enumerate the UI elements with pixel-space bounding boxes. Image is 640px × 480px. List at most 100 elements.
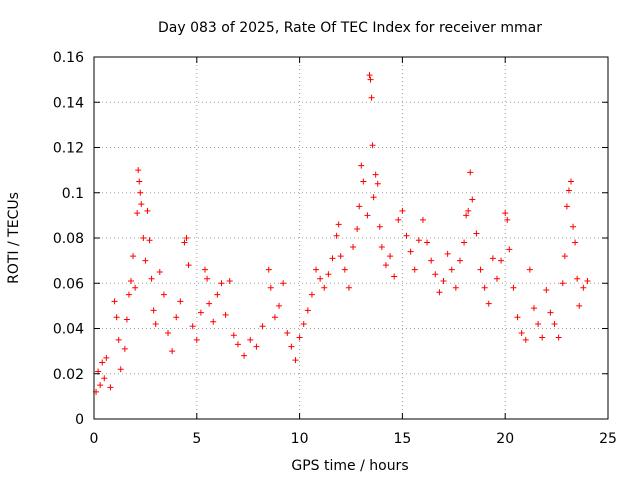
data-point: [440, 277, 447, 284]
data-point: [325, 271, 332, 278]
data-point: [407, 248, 414, 255]
data-point: [253, 343, 260, 350]
y-tick-label: 0.02: [53, 367, 84, 383]
x-tick-label: 15: [393, 431, 411, 447]
data-point: [580, 284, 587, 291]
y-axis-title: ROTI / TECUs: [6, 192, 22, 284]
data-point: [522, 336, 529, 343]
data-point: [518, 330, 525, 337]
data-point: [152, 320, 159, 327]
data-point: [160, 291, 167, 298]
data-point: [374, 180, 381, 187]
y-tick-label: 0.06: [53, 276, 84, 292]
data-point: [218, 280, 225, 287]
data-point: [113, 314, 120, 321]
data-point: [103, 354, 110, 361]
data-point: [135, 167, 142, 174]
data-point: [276, 302, 283, 309]
data-point: [206, 300, 213, 307]
data-point: [510, 284, 517, 291]
x-tick-label: 25: [599, 431, 617, 447]
data-point: [183, 235, 190, 241]
data-point: [551, 320, 558, 327]
data-point: [115, 336, 122, 343]
data-point: [428, 257, 435, 264]
data-point: [214, 291, 221, 298]
data-point: [165, 330, 172, 337]
data-point: [288, 343, 295, 350]
data-point: [567, 178, 574, 185]
data-point: [391, 273, 398, 280]
data-point: [506, 246, 513, 253]
data-point: [561, 253, 568, 260]
data-point: [419, 216, 426, 223]
data-point: [265, 266, 272, 273]
y-tick-label: 0: [75, 412, 84, 428]
data-point: [134, 210, 141, 217]
data-point: [142, 257, 149, 264]
data-point: [137, 189, 144, 196]
data-point: [432, 271, 439, 278]
data-point: [576, 302, 583, 309]
data-point: [547, 309, 554, 316]
data-point: [473, 230, 480, 237]
data-point: [584, 277, 591, 284]
data-point: [364, 212, 371, 219]
data-point: [204, 275, 211, 282]
data-point: [448, 266, 455, 273]
data-point: [284, 330, 291, 337]
data-point: [101, 375, 108, 382]
data-point: [368, 94, 375, 101]
data-point: [436, 289, 443, 296]
data-point: [117, 366, 124, 373]
data-point: [399, 207, 406, 214]
data-point: [372, 171, 379, 178]
data-point: [317, 275, 324, 282]
data-point: [111, 298, 118, 305]
data-point: [107, 384, 114, 391]
data-point: [574, 275, 581, 282]
data-point: [461, 239, 468, 246]
data-point: [333, 232, 340, 239]
data-point: [121, 345, 128, 352]
data-point: [489, 255, 496, 262]
data-point: [123, 316, 130, 323]
data-point: [156, 268, 163, 275]
data-point: [367, 76, 374, 83]
data-point: [97, 382, 104, 389]
data-point: [411, 266, 418, 273]
data-point: [144, 207, 151, 214]
data-point: [181, 239, 188, 246]
data-point: [424, 239, 431, 246]
data-point: [241, 352, 248, 359]
y-axis-ticks: 0 0.02 0.04 0.06 0.08 0.1 0.12 0.14 0.16: [53, 50, 608, 428]
x-tick-label: 10: [291, 431, 309, 447]
data-point: [128, 277, 135, 284]
data-point: [376, 223, 383, 230]
data-point: [498, 257, 505, 264]
data-point: [467, 169, 474, 176]
data-point: [169, 348, 176, 355]
data-point: [138, 201, 145, 208]
data-point: [148, 275, 155, 282]
x-tick-label: 5: [192, 431, 201, 447]
data-point: [530, 305, 537, 312]
y-tick-label: 0.12: [53, 141, 84, 157]
data-point: [308, 291, 315, 298]
data-point: [296, 334, 303, 341]
data-point: [292, 357, 299, 364]
chart-title: Day 083 of 2025, Rate Of TEC Index for r…: [158, 20, 542, 36]
data-point: [481, 284, 488, 291]
x-axis-ticks: 0 5 10 15 20 25: [90, 57, 617, 447]
data-point: [378, 244, 385, 251]
x-axis-title: GPS time / hours: [291, 458, 408, 474]
data-point: [465, 207, 472, 214]
data-point: [469, 196, 476, 203]
data-point: [572, 239, 579, 246]
data-point: [493, 275, 500, 282]
data-point: [477, 266, 484, 273]
data-point: [125, 291, 132, 298]
y-tick-label: 0.08: [53, 231, 84, 247]
data-point: [526, 266, 533, 273]
data-point: [539, 334, 546, 341]
